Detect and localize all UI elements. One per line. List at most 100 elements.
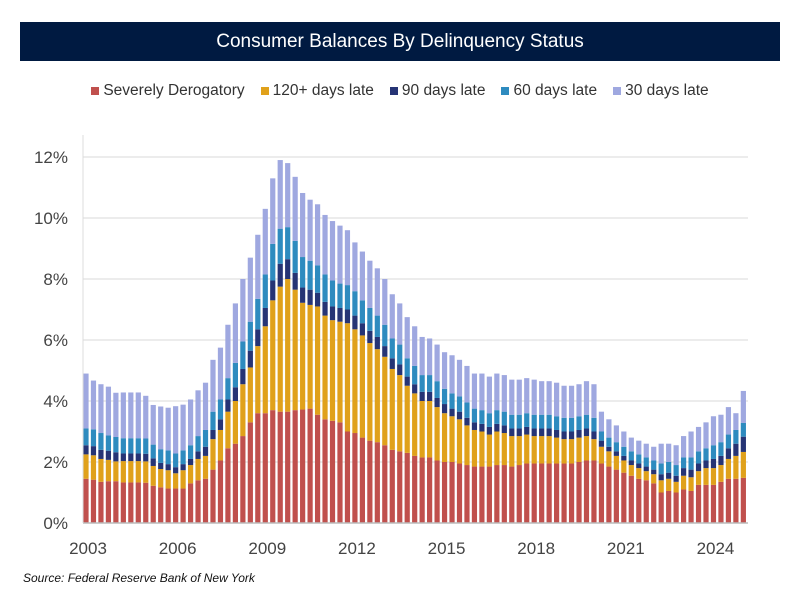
bar-segment-30-days-late xyxy=(397,303,403,345)
bar-segment-60-days-late xyxy=(703,448,709,461)
bar-segment-severely-derogatory xyxy=(210,469,216,524)
bar-segment-30-days-late xyxy=(202,382,209,430)
bar-segment-30-days-late xyxy=(681,436,687,458)
bar-segment-severely-derogatory xyxy=(307,408,313,524)
bar-segment-90-days-late xyxy=(180,464,186,471)
bar-segment-60-days-late xyxy=(307,260,313,290)
bar-segment-60-days-late xyxy=(464,402,470,418)
bar-segment-60-days-late xyxy=(643,457,649,467)
bar-segment-90-days-late xyxy=(479,423,485,432)
bar-segment-severely-derogatory xyxy=(471,466,478,523)
bar-segment-30-days-late xyxy=(98,384,104,434)
bar-segment-severely-derogatory xyxy=(486,466,492,523)
bar-segment-90-days-late xyxy=(509,428,515,437)
bar-segment-60-days-late xyxy=(531,414,537,429)
bar-segment-severely-derogatory xyxy=(516,465,522,523)
bar-segment-severely-derogatory xyxy=(628,475,634,523)
x-tick-label: 2006 xyxy=(159,539,197,558)
bar-segment-90-days-late xyxy=(539,428,545,437)
bar-segment-60-days-late xyxy=(628,451,634,461)
bar-segment-60-days-late xyxy=(389,338,395,359)
bar-segment-120-days-late xyxy=(591,439,597,461)
bar-segment-90-days-late xyxy=(173,467,179,474)
legend-label: 90 days late xyxy=(401,82,486,99)
bar-segment-60-days-late xyxy=(718,442,724,456)
bar-segment-severely-derogatory xyxy=(479,466,485,523)
bar-segment-30-days-late xyxy=(733,413,739,430)
bar-segment-30-days-late xyxy=(255,234,261,299)
bar-segment-30-days-late xyxy=(568,385,575,418)
x-tick-label: 2024 xyxy=(697,539,735,558)
bar-segment-90-days-late xyxy=(606,446,612,452)
bar-segment-120-days-late xyxy=(568,439,575,464)
bar-segment-severely-derogatory xyxy=(240,436,246,523)
bar-segment-120-days-late xyxy=(449,416,455,462)
legend-swatch xyxy=(260,87,269,95)
bar-segment-30-days-late xyxy=(695,426,702,452)
bar-segment-severely-derogatory xyxy=(434,460,440,523)
bar-segment-120-days-late xyxy=(270,300,276,411)
chart-title: Consumer Balances By Delinquency Status xyxy=(216,30,584,52)
bars xyxy=(83,160,746,524)
bar-segment-severely-derogatory xyxy=(285,411,291,524)
bar-segment-120-days-late xyxy=(464,425,470,466)
bar-segment-severely-derogatory xyxy=(83,478,89,523)
bar-segment-120-days-late xyxy=(98,458,104,482)
bar-segment-90-days-late xyxy=(300,287,306,303)
bar-segment-90-days-late xyxy=(441,404,448,414)
bar-segment-120-days-late xyxy=(576,437,582,462)
bar-segment-severely-derogatory xyxy=(165,488,171,523)
bar-segment-severely-derogatory xyxy=(598,463,605,523)
bar-segment-60-days-late xyxy=(688,457,694,470)
bar-segment-90-days-late xyxy=(187,458,194,466)
bar-segment-30-days-late xyxy=(240,279,246,342)
bar-segment-60-days-late xyxy=(695,451,702,464)
bar-segment-60-days-late xyxy=(359,300,365,324)
bar-segment-30-days-late xyxy=(606,419,612,438)
bar-segment-90-days-late xyxy=(240,368,246,385)
bar-segment-severely-derogatory xyxy=(688,490,694,523)
bar-segment-120-days-late xyxy=(434,407,440,461)
bar-segment-30-days-late xyxy=(539,381,545,415)
bar-segment-90-days-late xyxy=(651,469,657,475)
bar-segment-severely-derogatory xyxy=(90,479,97,523)
bar-segment-30-days-late xyxy=(165,407,171,451)
bar-segment-120-days-late xyxy=(531,436,537,464)
bar-segment-severely-derogatory xyxy=(606,466,612,523)
bar-segment-30-days-late xyxy=(666,443,672,462)
bar-segment-30-days-late xyxy=(419,336,425,376)
legend-item: 90 days late xyxy=(389,82,486,100)
bar-segment-60-days-late xyxy=(441,388,448,405)
bar-segment-60-days-late xyxy=(486,413,492,427)
bar-segment-60-days-late xyxy=(292,240,298,273)
bar-segment-120-days-late xyxy=(210,439,216,470)
bar-segment-120-days-late xyxy=(322,315,328,420)
legend-swatch xyxy=(613,87,622,95)
bar-segment-120-days-late xyxy=(718,465,724,482)
bar-segment-120-days-late xyxy=(314,306,321,415)
bar-segment-30-days-late xyxy=(314,204,321,266)
bar-segment-120-days-late xyxy=(651,474,657,484)
bar-segment-90-days-late xyxy=(135,453,141,462)
bar-segment-60-days-late xyxy=(367,307,373,331)
x-tick-label: 2018 xyxy=(517,539,555,558)
bar-segment-severely-derogatory xyxy=(681,489,687,523)
bar-segment-120-days-late xyxy=(292,289,298,411)
bar-segment-60-days-late xyxy=(419,375,425,392)
bar-segment-90-days-late xyxy=(217,419,224,430)
bar-segment-120-days-late xyxy=(128,461,134,483)
bar-segment-severely-derogatory xyxy=(225,448,231,523)
bar-segment-severely-derogatory xyxy=(524,463,530,523)
bar-segment-60-days-late xyxy=(427,375,433,392)
bar-segment-30-days-late xyxy=(329,221,336,281)
bar-segment-120-days-late xyxy=(539,436,545,464)
bar-segment-60-days-late xyxy=(666,462,672,473)
bar-segment-60-days-late xyxy=(576,416,582,430)
bar-segment-30-days-late xyxy=(643,443,649,458)
bar-segment-severely-derogatory xyxy=(636,478,642,523)
bar-segment-90-days-late xyxy=(113,452,119,462)
bar-segment-60-days-late xyxy=(352,291,358,316)
bar-segment-120-days-late xyxy=(382,356,388,446)
bar-segment-90-days-late xyxy=(120,453,126,462)
bar-segment-120-days-late xyxy=(195,458,201,481)
